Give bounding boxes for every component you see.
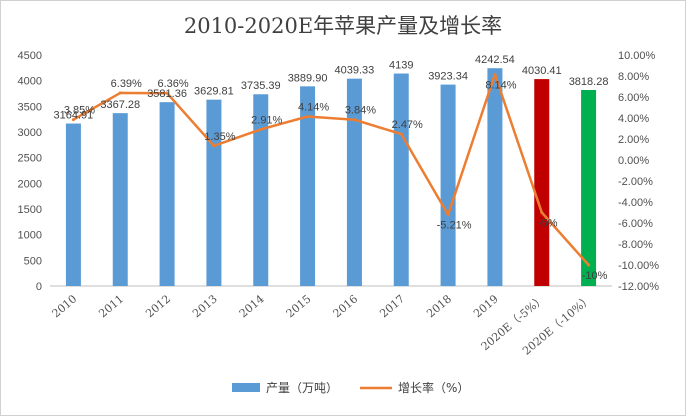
y-left-tick-label: 0	[36, 281, 42, 293]
bar-production	[65, 123, 81, 286]
y-left-tick-label: 1500	[18, 204, 42, 216]
y-right-tick-label: -10.00%	[618, 260, 659, 272]
bar-production	[159, 102, 175, 286]
y-left-tick-label: 3000	[18, 127, 42, 139]
y-right-tick-label: 8.00%	[618, 71, 649, 83]
bar-value-label: 3818.28	[569, 76, 609, 88]
growth-rate-label: 3.85%	[64, 105, 95, 117]
y-right-tick-label: 0.00%	[618, 155, 649, 167]
y-right-tick-label: -4.00%	[618, 197, 653, 209]
bar-production	[300, 86, 316, 286]
x-category-label: 2010	[50, 292, 80, 320]
growth-rate-point	[399, 132, 403, 136]
growth-rate-line	[72, 73, 590, 266]
y-right-tick-label: 2.00%	[618, 134, 649, 146]
x-category-label: 2013	[190, 292, 220, 320]
bar-production	[393, 73, 409, 286]
y-right-tick-label: 6.00%	[618, 92, 649, 104]
growth-rate-point	[540, 211, 544, 214]
y-right-tick-label: -6.00%	[618, 218, 653, 230]
growth-rate-label: 1.35%	[204, 131, 235, 143]
y-right-tick-label: -12.00%	[618, 281, 659, 293]
bar-value-label: 3164.91	[54, 110, 94, 122]
x-category-label: 2016	[331, 292, 361, 320]
x-category-label: 2014	[237, 292, 267, 320]
y-left-tick-label: 3500	[18, 101, 42, 113]
growth-rate-label: -5%	[538, 218, 558, 230]
y-left-tick-label: 1000	[18, 230, 42, 242]
growth-rate-label: -10%	[582, 270, 608, 282]
growth-rate-label: -5.21%	[437, 220, 472, 232]
growth-rate-point	[493, 73, 497, 77]
growth-rate-point	[587, 263, 591, 267]
growth-rate-point	[165, 91, 169, 95]
bar-value-label: 3629.81	[194, 86, 234, 98]
y-right-tick-label: 4.00%	[618, 113, 649, 125]
bar-production	[346, 78, 362, 286]
growth-rate-label: 4.14%	[298, 102, 329, 114]
chart-title: 2010-2020E年苹果产量及增长率	[183, 14, 503, 38]
y-left-tick-label: 2000	[18, 178, 42, 190]
growth-rate-label: 3.84%	[345, 105, 376, 117]
growth-rate-point	[352, 118, 356, 122]
x-category-label: 2011	[96, 292, 126, 320]
bar-production	[112, 113, 128, 286]
growth-rate-label: 6.36%	[157, 78, 188, 90]
legend-label-growth: 增长率（%）	[398, 380, 469, 395]
legend-label-production: 产量（万吨）	[266, 381, 338, 395]
x-category-label: 2017	[377, 292, 407, 320]
y-left-tick-label: 4500	[18, 50, 42, 62]
bar-value-label: 4242.54	[475, 54, 515, 66]
growth-rate-label: 2.47%	[392, 119, 423, 131]
growth-rate-point	[118, 91, 122, 95]
y-left-tick-label: 500	[24, 255, 42, 267]
y-right-tick-label: -2.00%	[618, 176, 653, 188]
bar-value-label: 4139	[389, 60, 413, 72]
y-left-tick-label: 4000	[18, 76, 42, 88]
bar-production	[581, 89, 597, 286]
bar-production	[440, 84, 456, 286]
growth-rate-point	[259, 127, 263, 131]
growth-rate-label: 2.91%	[251, 114, 282, 126]
y-left-tick-label: 2500	[18, 153, 42, 165]
bar-production	[487, 68, 503, 286]
growth-rate-point	[306, 115, 310, 119]
bar-value-label: 3367.28	[100, 99, 140, 111]
growth-rate-point	[71, 118, 75, 122]
bar-production	[253, 94, 269, 287]
bar-production	[534, 79, 550, 286]
legend-swatch-production	[232, 383, 260, 392]
bar-value-label: 4039.33	[335, 65, 375, 77]
y-right-tick-label: 10.00%	[618, 50, 656, 62]
bar-production	[206, 99, 222, 286]
growth-rate-label: 8.14%	[485, 80, 516, 92]
growth-rate-label: 6.39%	[111, 78, 142, 90]
bar-value-label: 3889.90	[288, 72, 328, 84]
bar-value-label: 3923.34	[428, 71, 468, 83]
y-right-tick-label: -8.00%	[618, 239, 653, 251]
x-category-label: 2015	[284, 292, 314, 320]
growth-rate-point	[446, 213, 450, 217]
x-category-label: 2018	[424, 292, 454, 320]
bar-value-label: 4030.41	[522, 65, 562, 77]
x-category-label: 2012	[143, 292, 173, 320]
growth-rate-point	[212, 144, 216, 148]
x-category-label: 2019	[471, 292, 501, 320]
bar-value-label: 3735.39	[241, 80, 281, 92]
bar-value-label: 3581.36	[147, 88, 187, 100]
